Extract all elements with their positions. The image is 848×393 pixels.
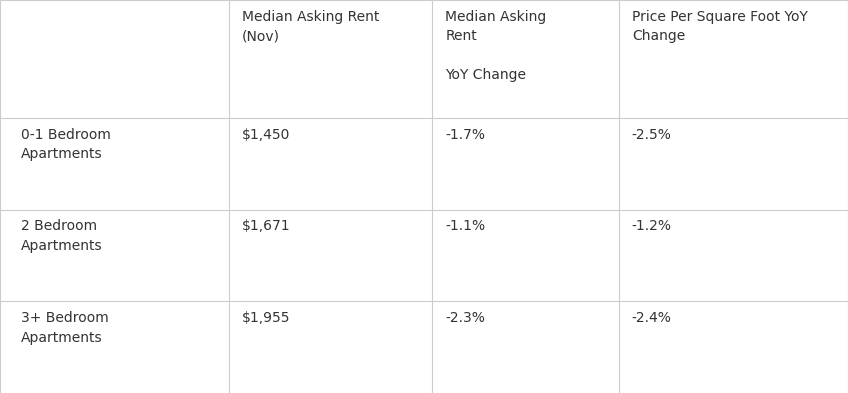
Text: -2.4%: -2.4% [632, 311, 672, 325]
Text: 2 Bedroom
Apartments: 2 Bedroom Apartments [21, 219, 103, 253]
Text: -1.7%: -1.7% [445, 128, 485, 142]
Text: -1.2%: -1.2% [632, 219, 672, 233]
Text: 3+ Bedroom
Apartments: 3+ Bedroom Apartments [21, 311, 109, 345]
Text: -1.1%: -1.1% [445, 219, 485, 233]
Text: $1,671: $1,671 [242, 219, 290, 233]
Text: -2.5%: -2.5% [632, 128, 672, 142]
Text: $1,955: $1,955 [242, 311, 290, 325]
Text: -2.3%: -2.3% [445, 311, 485, 325]
Text: $1,450: $1,450 [242, 128, 290, 142]
Text: Median Asking
Rent

YoY Change: Median Asking Rent YoY Change [445, 10, 546, 82]
Text: 0-1 Bedroom
Apartments: 0-1 Bedroom Apartments [21, 128, 111, 161]
Text: Price Per Square Foot YoY
Change: Price Per Square Foot YoY Change [632, 10, 807, 43]
Text: Median Asking Rent
(Nov): Median Asking Rent (Nov) [242, 10, 379, 43]
